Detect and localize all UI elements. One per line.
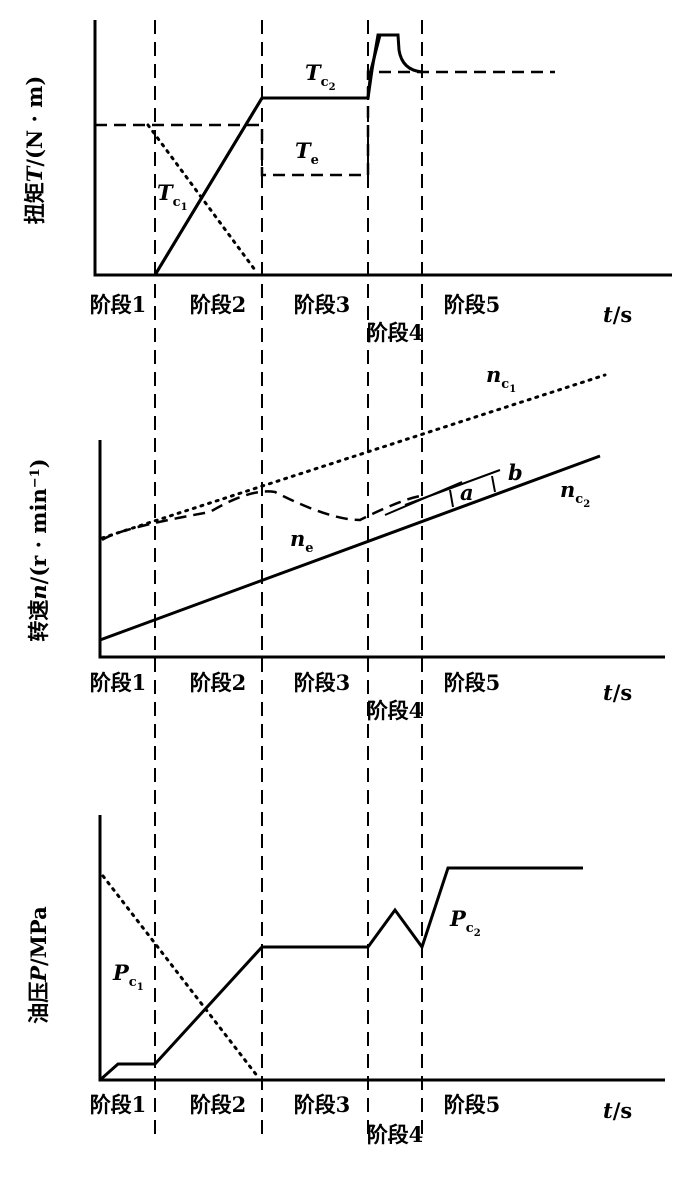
label-part: /(r · min xyxy=(26,488,51,584)
label-main: T xyxy=(305,60,322,85)
curve-label: Te xyxy=(295,138,319,168)
label-sub: e xyxy=(305,541,313,556)
label-sub: c xyxy=(321,75,329,90)
y-axis-label: 油压P/MPa xyxy=(26,906,51,1024)
stage-label: 阶段3 xyxy=(294,670,351,695)
pressure-panel xyxy=(98,815,665,1082)
label-main: P xyxy=(112,960,130,985)
curve-label: Pc1 xyxy=(112,960,144,993)
label-part: /s xyxy=(613,680,633,705)
te-curve xyxy=(95,70,555,177)
stage-label: 阶段4 xyxy=(367,320,424,345)
curve-label: a xyxy=(460,480,474,505)
nc1-curve xyxy=(100,373,607,540)
stage-label: 阶段5 xyxy=(444,1092,501,1117)
speed-panel xyxy=(98,373,665,659)
label-part: 转速 xyxy=(26,600,51,642)
stage-label: 阶段5 xyxy=(444,670,501,695)
time-label: t/s xyxy=(603,680,632,705)
tc1-curve xyxy=(146,123,257,272)
gap-arrow xyxy=(491,475,496,493)
stage-label: 阶段2 xyxy=(190,1092,247,1117)
label-main: a xyxy=(460,480,474,505)
label-subsub: 1 xyxy=(181,202,188,213)
label-subsub: 2 xyxy=(329,82,336,93)
y-axis-label: 扭矩T/(N · m) xyxy=(22,76,47,225)
label-subsub: 2 xyxy=(583,499,590,510)
label-part: −1 xyxy=(28,468,43,488)
label-subsub: 1 xyxy=(137,982,144,993)
time-label: t/s xyxy=(603,1098,632,1123)
y-axis-label: 转速n/(r · min−1) xyxy=(26,458,51,641)
pc1-curve xyxy=(101,874,260,1079)
label-part: /(N · m) xyxy=(22,76,47,167)
label-main: n xyxy=(290,526,305,551)
stage-label: 阶段2 xyxy=(190,292,247,317)
label-subsub: 1 xyxy=(509,384,516,395)
label-part: /s xyxy=(613,1098,633,1123)
label-sub: c xyxy=(173,195,181,210)
label-main: n xyxy=(486,362,501,387)
tc2-curve xyxy=(153,33,423,276)
label-part: 油压 xyxy=(26,982,51,1024)
label-main: T xyxy=(295,138,312,163)
curve-label: b xyxy=(508,460,523,485)
stage-label: 阶段4 xyxy=(367,1122,424,1147)
label-main: n xyxy=(560,477,575,502)
label-part: 扭矩 xyxy=(22,182,47,224)
stage-label: 阶段1 xyxy=(90,670,147,695)
label-main: T xyxy=(157,180,174,205)
label-part: t xyxy=(603,1098,613,1123)
curve-label: nc1 xyxy=(486,362,516,395)
label-sub: c xyxy=(466,921,474,936)
gap-arrow xyxy=(449,489,454,508)
nc2-curve xyxy=(99,454,601,642)
label-part: /s xyxy=(613,302,633,327)
label-part: P xyxy=(26,965,51,983)
stage-label: 阶段5 xyxy=(444,292,501,317)
label-part: ) xyxy=(26,458,51,468)
ne-curve xyxy=(101,490,421,542)
label-sub: c xyxy=(501,377,509,392)
label-part: /MPa xyxy=(26,906,51,966)
offset-line xyxy=(404,469,501,506)
curve-label: nc2 xyxy=(560,477,590,510)
axes xyxy=(98,815,665,1082)
stage-label: 阶段4 xyxy=(367,698,424,723)
label-part: t xyxy=(603,680,613,705)
label-sub: e xyxy=(311,153,319,168)
label-subsub: 2 xyxy=(474,928,481,939)
stage-label: 阶段3 xyxy=(294,1092,351,1117)
curve-label: Tc1 xyxy=(157,180,188,213)
label-main: P xyxy=(449,906,467,931)
curve-label: Tc2 xyxy=(305,60,336,93)
time-label: t/s xyxy=(603,302,632,327)
stage-label: 阶段1 xyxy=(90,292,147,317)
label-part: n xyxy=(26,584,51,599)
label-main: b xyxy=(508,460,523,485)
stage-label: 阶段1 xyxy=(90,1092,147,1117)
label-part: T xyxy=(22,165,47,182)
axes xyxy=(93,20,672,277)
label-part: t xyxy=(603,302,613,327)
label-sub: c xyxy=(575,492,583,507)
curve-label: Pc2 xyxy=(449,906,481,939)
stage-label: 阶段3 xyxy=(294,292,351,317)
stage-dividers xyxy=(154,20,423,1140)
torque-panel xyxy=(93,20,672,277)
stage-label: 阶段2 xyxy=(190,670,247,695)
label-sub: c xyxy=(129,975,137,990)
pc2-curve xyxy=(99,866,583,1082)
curve-label: ne xyxy=(290,526,314,556)
axes xyxy=(98,440,665,659)
curve xyxy=(153,33,398,276)
